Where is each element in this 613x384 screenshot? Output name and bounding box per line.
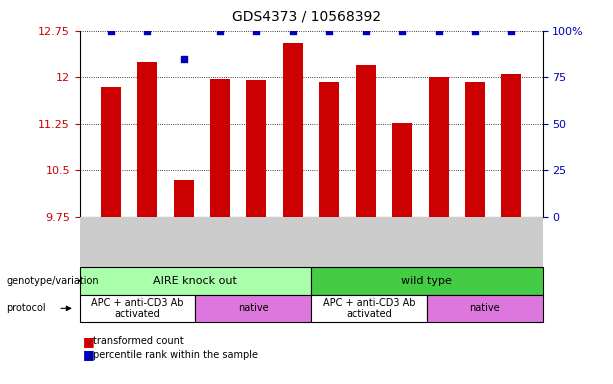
Point [470,28,480,34]
Text: native: native [470,303,500,313]
Point [506,28,516,34]
Text: APC + anti-CD3 Ab
activated: APC + anti-CD3 Ab activated [91,298,184,319]
Text: protocol: protocol [6,303,46,313]
Bar [392,122,412,217]
Point [433,28,443,34]
Text: AIRE knock out: AIRE knock out [153,276,237,286]
Bar [137,62,157,217]
Text: percentile rank within the sample: percentile rank within the sample [93,350,258,360]
Bar [173,180,194,217]
Text: native: native [238,303,268,313]
Point [361,28,371,34]
Point [288,28,298,34]
Bar [283,43,303,217]
Bar [210,79,230,217]
Point [106,28,116,34]
Bar [465,82,485,217]
Text: APC + anti-CD3 Ab
activated: APC + anti-CD3 Ab activated [322,298,415,319]
Bar [501,74,522,217]
Bar [319,82,340,217]
Bar [246,80,267,217]
Bar [101,87,121,217]
Text: wild type: wild type [402,276,452,286]
Text: genotype/variation: genotype/variation [6,276,99,286]
Text: transformed count: transformed count [93,336,184,346]
Text: ■: ■ [83,335,94,348]
Bar [356,65,376,217]
Text: ■: ■ [83,348,94,361]
Bar [428,77,449,217]
Point [215,28,225,34]
Text: GDS4373 / 10568392: GDS4373 / 10568392 [232,10,381,23]
Point [179,56,189,62]
Point [251,28,261,34]
Point [397,28,407,34]
Point [142,28,152,34]
Point [324,28,334,34]
